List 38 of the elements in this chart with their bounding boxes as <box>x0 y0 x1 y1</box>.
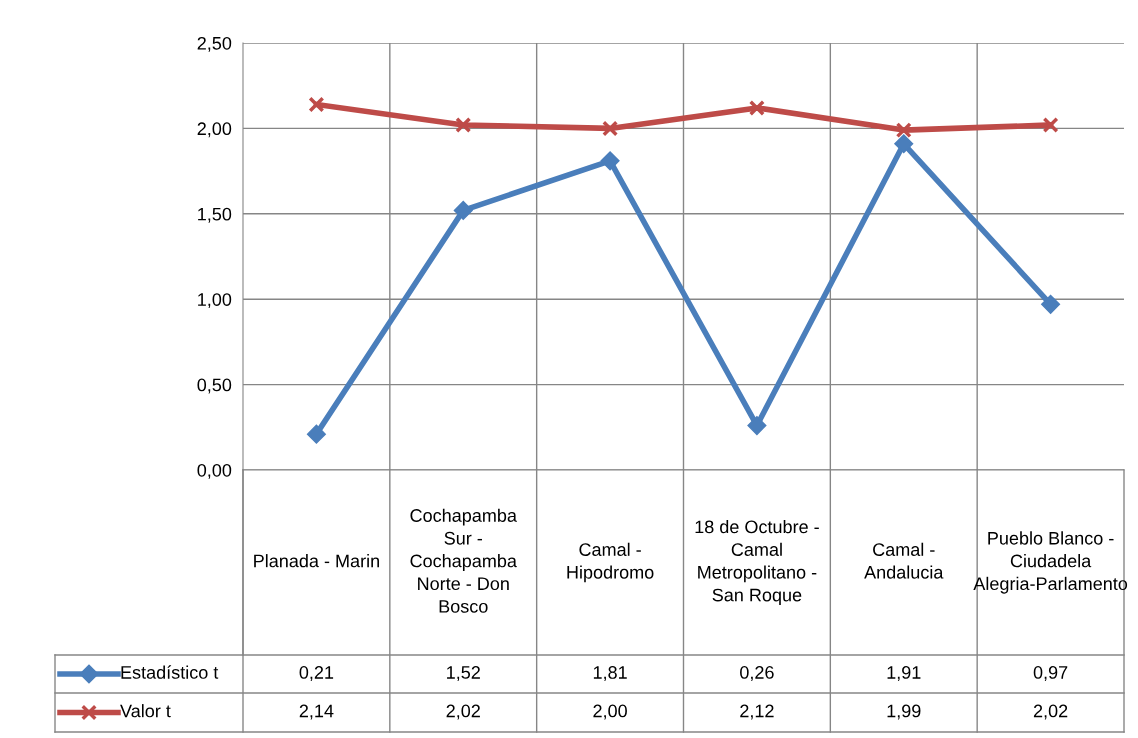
legend-label: Estadístico t <box>121 665 219 679</box>
data-label: 0,26 <box>740 666 774 681</box>
x-tick-label: 18 de Octubre - Camal Metropolitano - San Roque <box>695 520 819 605</box>
point <box>895 122 912 139</box>
point <box>748 99 765 116</box>
x-tick-label: Planada - Marin <box>254 554 379 568</box>
y-tick-label: 2,00 <box>197 122 232 138</box>
y-tick-label: 1,50 <box>198 207 232 223</box>
x-tick-label: Pueblo Blanco - Ciudadela Alegria-Parlamento <box>973 531 1128 594</box>
point <box>308 96 325 113</box>
data-label: 1,91 <box>887 666 921 681</box>
point <box>1042 116 1059 133</box>
data-label: 0,97 <box>1033 666 1068 681</box>
data-label: 0,21 <box>299 666 334 681</box>
legend-label: Valor t <box>120 704 171 718</box>
data-label: 2,02 <box>1033 704 1068 720</box>
point <box>894 134 914 154</box>
point <box>747 416 767 436</box>
y-tick-label: 1,00 <box>198 293 232 309</box>
data-label: 1,99 <box>887 704 921 720</box>
y-tick-label: 0,50 <box>197 378 232 394</box>
y-tick-label: 2,50 <box>197 36 232 52</box>
data-label: 2,12 <box>740 704 774 720</box>
x-tick-label: Cochapamba Sur - Cochapamba Norte - Don Bosco <box>410 508 517 613</box>
data-label: 2,02 <box>446 704 480 720</box>
data-label: 2,00 <box>593 704 627 720</box>
point <box>455 116 472 133</box>
y-tick-label: 0,00 <box>197 463 232 479</box>
point <box>600 151 620 171</box>
point <box>306 424 326 444</box>
data-label: 2,14 <box>299 704 334 720</box>
x-tick-label: Camal - Hipodromo <box>567 542 654 583</box>
point <box>602 120 619 137</box>
data-label: 1,81 <box>593 666 627 681</box>
data-label: 1,52 <box>447 666 480 681</box>
point <box>453 200 473 220</box>
point <box>1041 294 1061 314</box>
x-tick-label: Camal - Andalucia <box>864 542 944 579</box>
